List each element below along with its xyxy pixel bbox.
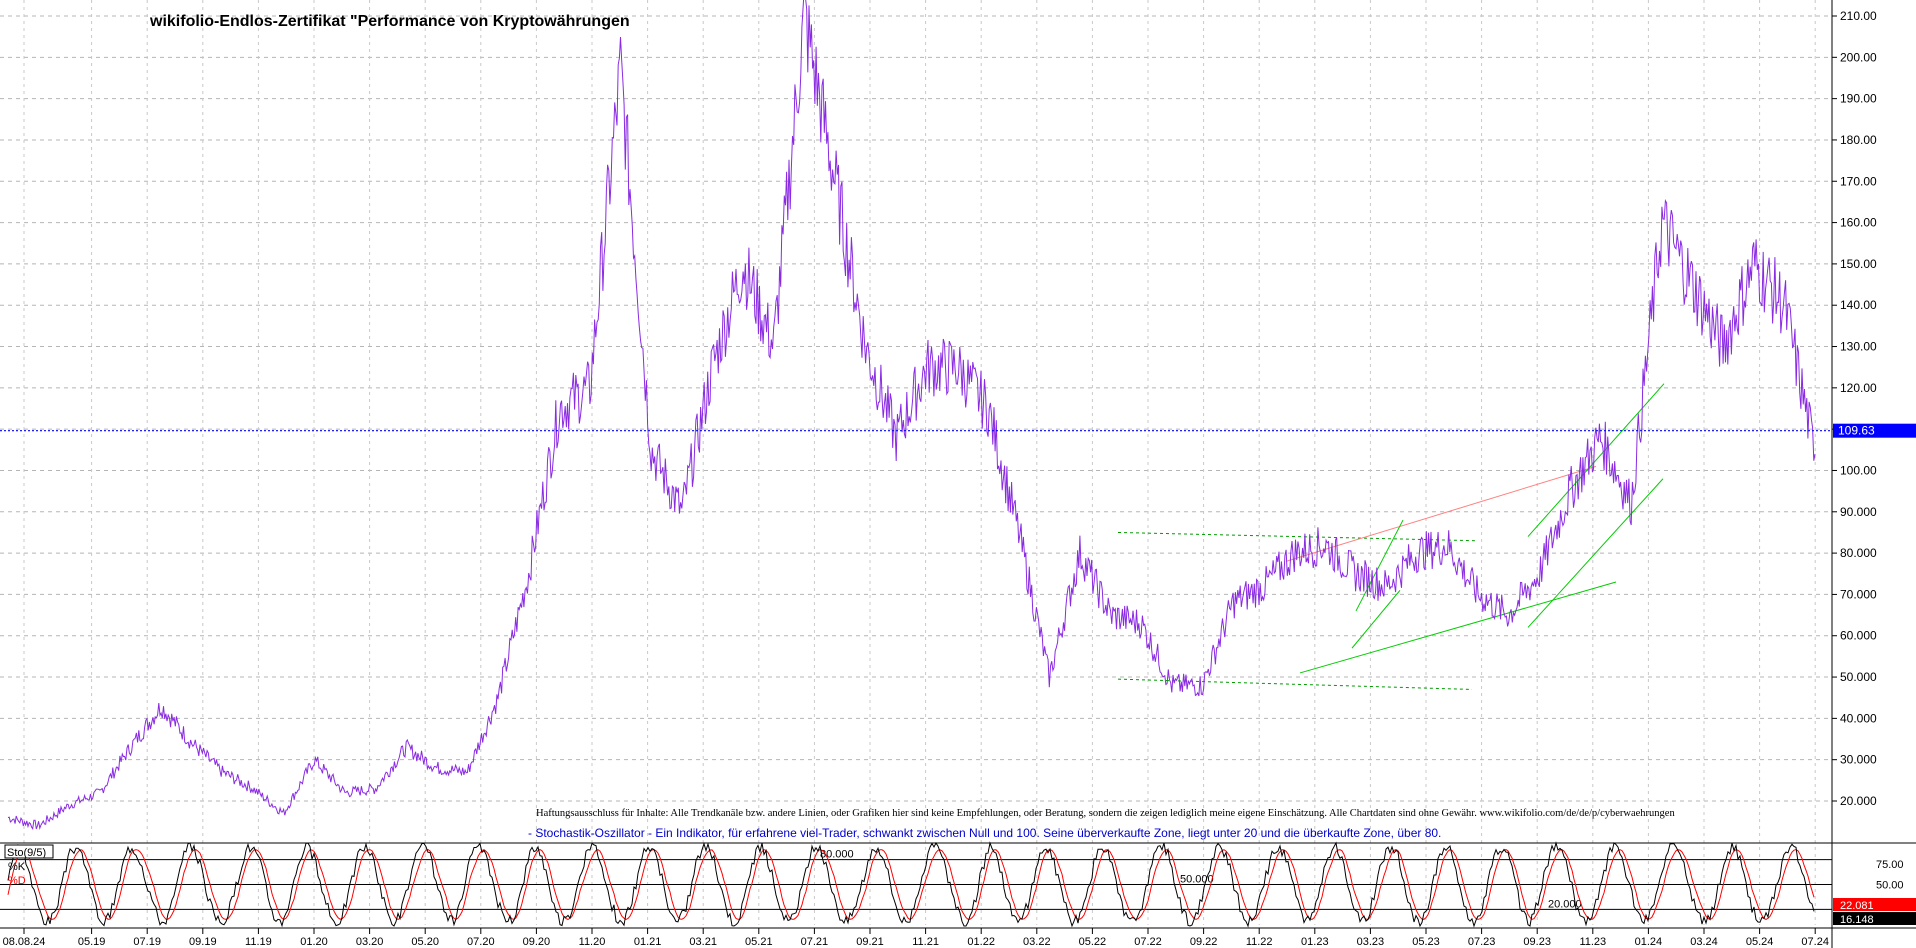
stoch-y-tick-label: 75.00 xyxy=(1876,859,1904,871)
channel-b-upper xyxy=(1527,383,1665,537)
y-tick-label: 130.00 xyxy=(1840,340,1877,354)
y-tick-label: 120.00 xyxy=(1840,381,1877,395)
trend-lines xyxy=(1117,383,1665,690)
stoch-ref-label: 80.000 xyxy=(820,849,854,861)
x-tick-label: 11.21 xyxy=(912,936,939,948)
x-tick-label: 07.22 xyxy=(1134,936,1162,948)
x-tick-label: 05.22 xyxy=(1079,936,1107,948)
x-tick-label: 09.23 xyxy=(1523,936,1551,948)
y-tick-label: 50.000 xyxy=(1840,670,1877,684)
stoch-ref-label: 50.000 xyxy=(1180,874,1214,886)
current-value-box xyxy=(1833,423,1916,438)
trend-lower-dashed xyxy=(1117,678,1473,690)
chart-title: wikifolio-Endlos-Zertifikat "Performance… xyxy=(149,13,630,30)
channel-b-lower xyxy=(1527,478,1664,628)
x-tick-label: 09.20 xyxy=(523,936,551,948)
stoch-last-k: 16.148 xyxy=(1840,914,1874,926)
price-line xyxy=(7,0,1816,831)
stoch-last-k-box xyxy=(1833,912,1916,925)
x-tick-label: 09.21 xyxy=(856,936,884,948)
stoch-ref-label: 20.000 xyxy=(1548,898,1582,910)
stoch-title-box xyxy=(4,844,54,859)
stoch-last-d-box xyxy=(1833,898,1916,911)
y-tick-label: 170.00 xyxy=(1840,174,1877,188)
channel-a-upper xyxy=(1355,519,1404,612)
y-tick-label: 100.00 xyxy=(1840,463,1877,477)
x-tick-label: 03.20 xyxy=(356,936,384,948)
x-tick-label: 05.24 xyxy=(1746,936,1774,948)
stoch-legend-k: %K xyxy=(8,861,26,873)
x-tick-label: 01.20 xyxy=(300,936,328,948)
x-tick-label: 05.20 xyxy=(411,936,439,948)
x-axis: 08.08.24 05.19 07.19 09.19 11.19 01.20 03.20 05… xyxy=(0,927,1916,948)
y-tick-label: 30.000 xyxy=(1840,753,1877,767)
stoch-k-line xyxy=(7,841,1815,928)
x-tick-label: 03.24 xyxy=(1690,936,1718,948)
stochastic-note: - Stochastik-Oszillator - Ein Indikator,… xyxy=(528,826,1441,840)
trend-resistance xyxy=(1285,465,1597,562)
stoch-legend-d: %D xyxy=(8,875,26,887)
current-value-label: 109.63 xyxy=(1838,424,1875,438)
x-tick-label: 08.08.24 xyxy=(3,936,46,948)
x-tick-label: 11.20 xyxy=(579,936,606,948)
x-tick-label: 07.20 xyxy=(467,936,495,948)
x-tick-label: 05.21 xyxy=(745,936,773,948)
y-tick-label: 210.00 xyxy=(1840,9,1877,23)
disclaimer-text: Haftungsausschluss für Inhalte: Alle Tre… xyxy=(536,808,1675,819)
x-tick-label: 11.22 xyxy=(1246,936,1273,948)
x-tick-label: 09.19 xyxy=(189,936,217,948)
y-tick-label: 70.000 xyxy=(1840,587,1877,601)
stoch-title: Sto(9/5) xyxy=(7,847,46,859)
price-series: 109.63 xyxy=(0,0,1916,831)
x-tick-label: 01.24 xyxy=(1635,936,1663,948)
x-tick-label: 07.23 xyxy=(1468,936,1496,948)
grid xyxy=(0,0,1832,925)
y-tick-label: 80.000 xyxy=(1840,546,1877,560)
x-tick-label: 01.23 xyxy=(1301,936,1329,948)
y-tick-label: 150.00 xyxy=(1840,257,1877,271)
trend-support xyxy=(1299,581,1617,674)
x-tick-label: 07.24 xyxy=(1801,936,1829,948)
y-tick-label: 180.00 xyxy=(1840,133,1877,147)
x-tick-label: 03.21 xyxy=(689,936,717,948)
y-tick-label: 190.00 xyxy=(1840,92,1877,106)
stochastic-panel: 80.000 50.000 20.000 75.00 50.00 Sto(9/5) %K %D… xyxy=(0,841,1916,928)
stoch-y-tick-label: 50.00 xyxy=(1876,880,1904,892)
y-tick-label: 90.000 xyxy=(1840,505,1877,519)
x-tick-label: 11.23 xyxy=(1579,936,1606,948)
x-tick-label: 09.22 xyxy=(1190,936,1218,948)
x-tick-label: 11.19 xyxy=(245,936,272,948)
y-tick-label: 140.00 xyxy=(1840,298,1877,312)
x-tick-label: 07.21 xyxy=(801,936,829,948)
y-tick-label: 60.000 xyxy=(1840,629,1877,643)
y-tick-label: 40.000 xyxy=(1840,711,1877,725)
x-tick-label: 01.21 xyxy=(634,936,662,948)
y-tick-label: 160.00 xyxy=(1840,216,1877,230)
y-tick-label: 200.00 xyxy=(1840,50,1877,64)
x-tick-label: 03.22 xyxy=(1023,936,1051,948)
x-tick-label: 03.23 xyxy=(1357,936,1385,948)
y-axis: 20.000 30.000 40.000 50.000 60.000 70.000 80.0… xyxy=(1831,0,1877,948)
x-tick-label: 05.19 xyxy=(78,936,106,948)
x-tick-label: 01.22 xyxy=(967,936,995,948)
y-tick-label: 20.000 xyxy=(1840,794,1877,808)
x-tick-label: 07.19 xyxy=(133,936,161,948)
channel-a-lower xyxy=(1351,589,1401,649)
x-tick-label: 05.23 xyxy=(1412,936,1440,948)
stoch-last-d: 22.081 xyxy=(1840,900,1874,912)
